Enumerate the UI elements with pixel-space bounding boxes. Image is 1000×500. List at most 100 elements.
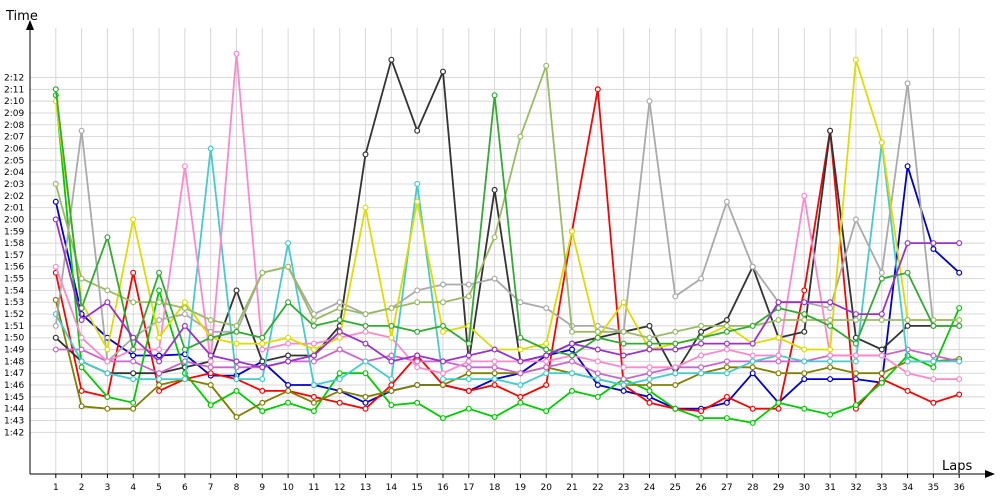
series-line-11 [54, 64, 960, 339]
data-point [285, 399, 292, 406]
data-point [336, 387, 343, 394]
data-point [749, 352, 756, 359]
data-point [801, 328, 808, 335]
data-point [852, 376, 859, 383]
data-point [827, 322, 834, 329]
data-point [362, 370, 369, 377]
data-point [749, 370, 756, 377]
data-point [620, 376, 627, 383]
data-point [285, 334, 292, 341]
data-point [362, 328, 369, 335]
data-point [259, 387, 266, 394]
data-point [646, 370, 653, 377]
data-point [491, 382, 498, 389]
data-point [517, 399, 524, 406]
data-point [362, 151, 369, 158]
data-point [930, 352, 937, 359]
data-point [181, 163, 188, 170]
data-point [543, 346, 550, 353]
data-point [362, 405, 369, 412]
data-point [801, 405, 808, 412]
data-point [852, 311, 859, 318]
data-point [310, 382, 317, 389]
data-point [749, 419, 756, 426]
data-point [878, 269, 885, 276]
data-point [620, 364, 627, 371]
data-point [723, 399, 730, 406]
data-point [78, 358, 85, 365]
data-point [904, 240, 911, 247]
y-tick-label: 1:50 [4, 334, 24, 344]
data-point [852, 352, 859, 359]
data-point [620, 382, 627, 389]
y-tick-label: 1:55 [4, 275, 24, 285]
data-point [388, 322, 395, 329]
y-tick-label: 1:49 [4, 346, 24, 356]
data-point [52, 198, 59, 205]
data-point [440, 281, 447, 288]
data-point [78, 403, 85, 410]
data-point [440, 358, 447, 365]
data-point [775, 305, 782, 312]
y-tick-label: 2:03 [4, 180, 24, 190]
data-point [207, 145, 214, 152]
data-point [698, 370, 705, 377]
data-point [78, 275, 85, 282]
x-tick-label: 24 [644, 483, 656, 493]
data-point [646, 387, 653, 394]
data-point [491, 370, 498, 377]
data-point [801, 299, 808, 306]
data-point [414, 352, 421, 359]
y-tick-label: 2:08 [4, 121, 24, 131]
data-point [723, 198, 730, 205]
data-point [181, 351, 188, 358]
data-point [517, 393, 524, 400]
data-point [52, 216, 59, 223]
x-tick-label: 25 [670, 483, 681, 493]
data-point [362, 358, 369, 365]
data-point [878, 275, 885, 282]
x-tick-label: 36 [953, 483, 965, 493]
x-tick-label: 9 [259, 483, 265, 493]
series-line-2 [54, 88, 960, 413]
data-point [930, 246, 937, 253]
data-point [156, 370, 163, 377]
data-point [156, 352, 163, 359]
data-point [130, 334, 137, 341]
x-tick-label: 5 [156, 483, 162, 493]
data-point [930, 358, 937, 365]
data-point [78, 305, 85, 312]
data-point [491, 414, 498, 421]
data-point [104, 346, 111, 353]
data-point [440, 376, 447, 383]
data-point [156, 334, 163, 341]
data-point [233, 376, 240, 383]
data-point [594, 370, 601, 377]
data-point [310, 346, 317, 353]
data-point [181, 376, 188, 383]
y-tick-label: 1:48 [4, 357, 24, 367]
data-point [362, 340, 369, 347]
data-point [646, 98, 653, 105]
data-point [930, 376, 937, 383]
data-point [852, 340, 859, 347]
data-point [801, 370, 808, 377]
data-point [775, 317, 782, 324]
data-point [233, 328, 240, 335]
data-point [904, 317, 911, 324]
data-point [104, 370, 111, 377]
data-point [723, 346, 730, 353]
x-tick-label: 13 [360, 483, 371, 493]
data-point [233, 340, 240, 347]
data-point [568, 358, 575, 365]
y-tick-label: 2:01 [4, 204, 24, 214]
data-point [775, 358, 782, 365]
data-point [698, 328, 705, 335]
tick-labels: 1:421:43 1:44 1:45 1:46 1:47 1:481:49 1:50 1:51… [4, 73, 965, 493]
data-point [336, 305, 343, 312]
y-tick-label: 2:02 [4, 192, 24, 202]
data-point [310, 408, 317, 415]
y-tick-label: 1:46 [4, 381, 24, 391]
data-point [698, 415, 705, 422]
